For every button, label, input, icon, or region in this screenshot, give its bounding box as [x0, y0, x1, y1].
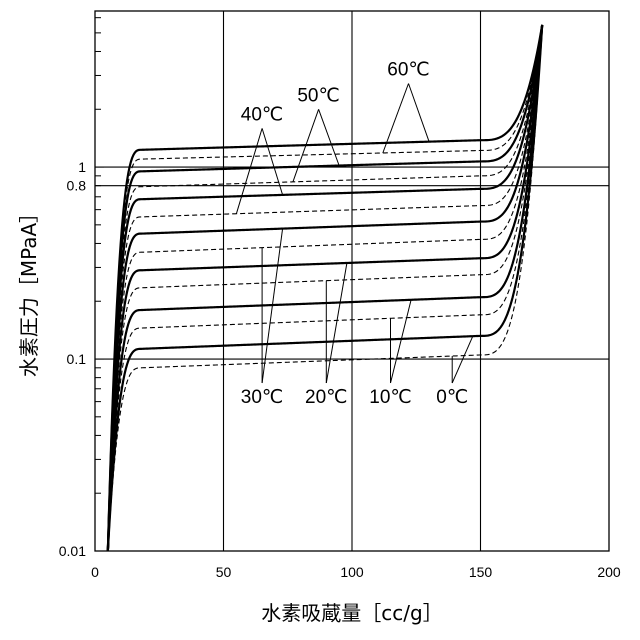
leader-line: [236, 128, 262, 213]
x-tick-labels: 0 50 100 150 200: [91, 564, 621, 580]
y-axis-title: 水素圧力［MPaA］: [17, 203, 41, 377]
x-tick-label: 0: [91, 564, 99, 580]
x-axis-title: 水素吸蔵量［cc/g］: [261, 601, 442, 625]
leader-line: [409, 84, 430, 142]
y-tick-labels: 0.01 0.1 0.8 1: [59, 159, 86, 559]
temperature-label: 30℃: [241, 387, 283, 408]
y-tick-label: 0.1: [67, 351, 87, 367]
temperature-label: 20℃: [305, 387, 347, 408]
temperature-label: 10℃: [369, 387, 411, 408]
leader-line: [319, 109, 340, 165]
x-tick-label: 50: [216, 564, 232, 580]
y-tick-label: 0.8: [67, 178, 87, 194]
temperature-label: 60℃: [387, 59, 429, 80]
leader-line: [262, 128, 283, 195]
y-minor-ticks: [95, 18, 104, 551]
temperature-label: 40℃: [241, 104, 283, 125]
temperature-labels: 60℃ 50℃ 40℃ 30℃ 20℃ 10℃ 0℃: [241, 59, 468, 408]
x-tick-label: 100: [340, 564, 364, 580]
temperature-label: 50℃: [297, 85, 339, 106]
leader-line: [452, 336, 473, 383]
x-tick-label: 150: [469, 564, 493, 580]
y-tick-label: 0.01: [59, 543, 86, 559]
temperature-label: 0℃: [436, 387, 468, 408]
leader-line: [391, 300, 412, 383]
x-tick-label: 200: [597, 564, 621, 580]
y-tick-label: 1: [78, 159, 86, 175]
